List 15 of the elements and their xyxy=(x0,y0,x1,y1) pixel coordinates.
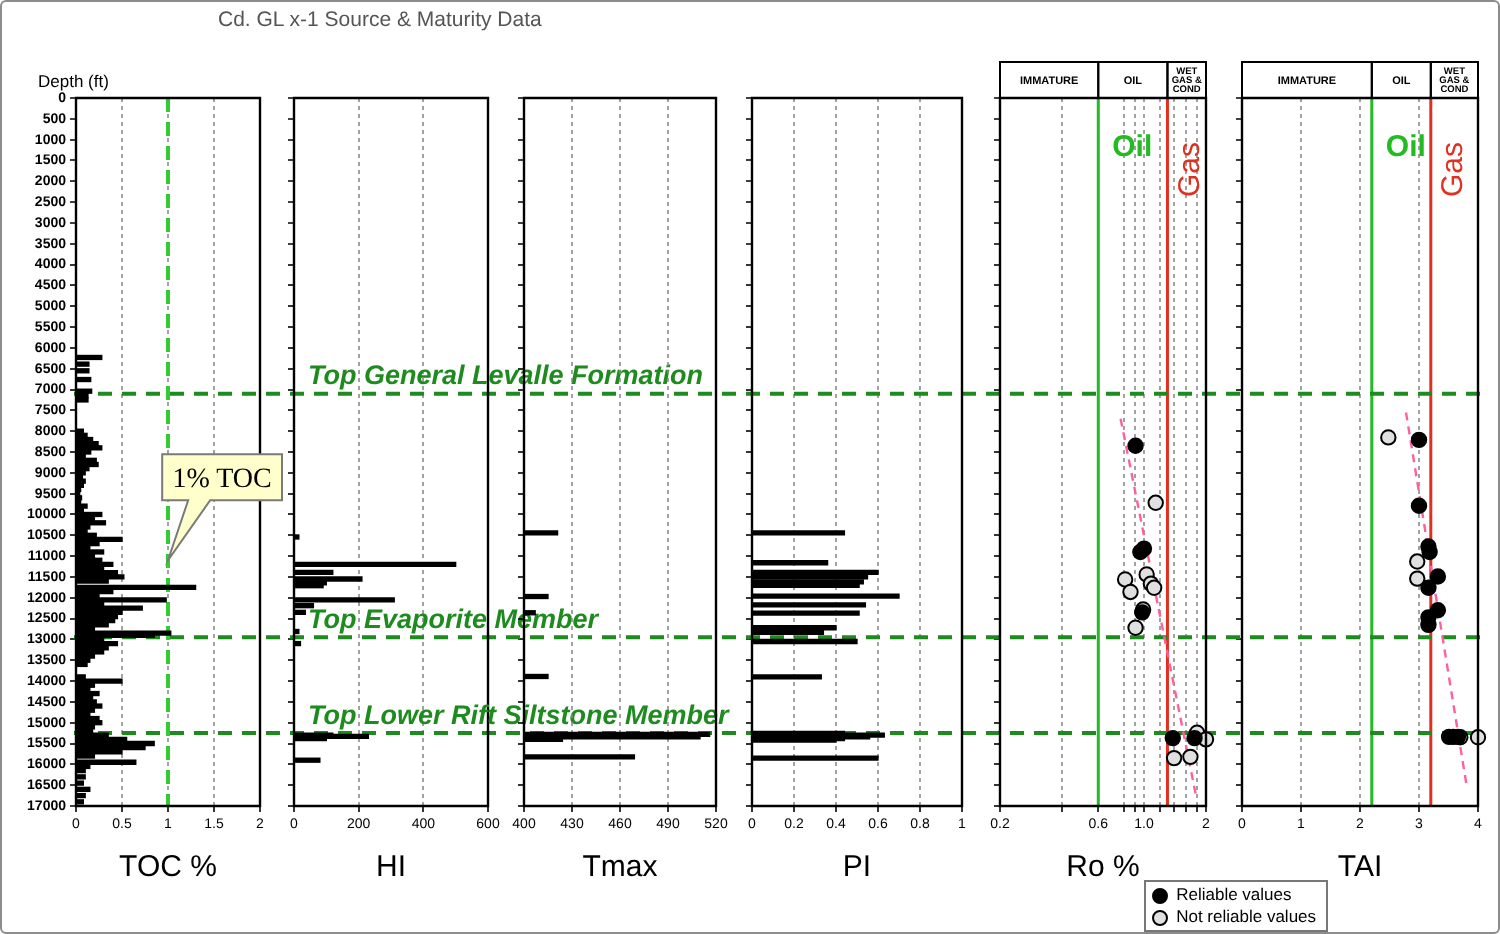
ref-line-label: Oil xyxy=(1112,130,1153,165)
ref-line-label: Gas xyxy=(1172,142,1207,198)
x-axis-title: PI xyxy=(842,850,872,885)
x-axis-title: HI xyxy=(376,850,406,885)
ref-line-label: Oil xyxy=(1385,130,1426,165)
x-axis-title: TOC % xyxy=(119,850,217,885)
x-axis-title: Ro % xyxy=(1066,850,1140,885)
legend-label: Reliable values xyxy=(1176,884,1292,906)
text: Cd. GL x-1 Source & Maturity Data xyxy=(218,8,542,32)
x-axis-title: Tmax xyxy=(582,850,659,885)
y-axis-title: Depth (ft) xyxy=(38,70,110,91)
x-axis-title: TAI xyxy=(1337,850,1383,885)
ref-line-label: Gas xyxy=(1436,142,1471,198)
legend-label: Not reliable values xyxy=(1176,906,1317,928)
annotation: 1% TOC xyxy=(172,464,272,495)
